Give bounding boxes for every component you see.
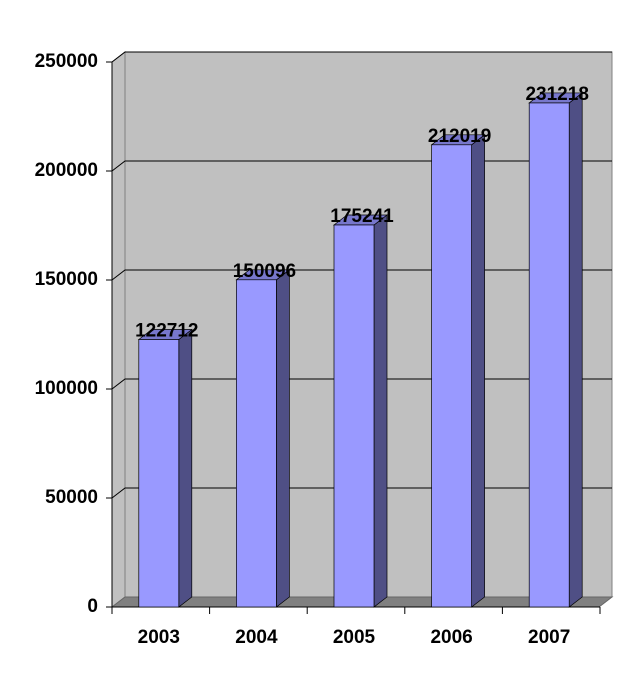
side-wall <box>111 50 126 609</box>
value-label: 212019 <box>428 126 491 147</box>
grid-line <box>111 51 612 63</box>
bar <box>528 102 570 608</box>
bar-side <box>568 92 583 608</box>
x-tick-label: 2005 <box>333 627 376 648</box>
bar-side <box>471 134 485 608</box>
x-tick-label: 2004 <box>235 627 278 648</box>
x-tick-label: 2007 <box>528 627 570 648</box>
value-label: 150096 <box>233 261 296 282</box>
value-label: 175241 <box>330 206 394 227</box>
bar-side <box>178 328 193 608</box>
y-tick-label: 250000 <box>35 51 98 72</box>
bar-side <box>276 269 290 608</box>
y-tick-label: 0 <box>87 596 98 617</box>
bar <box>236 279 277 608</box>
bar <box>333 224 375 608</box>
bar-side <box>373 214 388 608</box>
y-tick-label: 200000 <box>35 160 98 181</box>
value-label: 122712 <box>135 321 198 342</box>
y-tick-label: 50000 <box>45 487 98 508</box>
x-tick-label: 2006 <box>430 627 472 648</box>
y-tick-label: 150000 <box>35 269 98 290</box>
value-label: 231218 <box>525 84 588 105</box>
y-tick-label: 100000 <box>35 378 98 399</box>
x-tick-label: 2003 <box>138 627 180 648</box>
bar <box>138 339 180 608</box>
bar <box>431 144 472 608</box>
